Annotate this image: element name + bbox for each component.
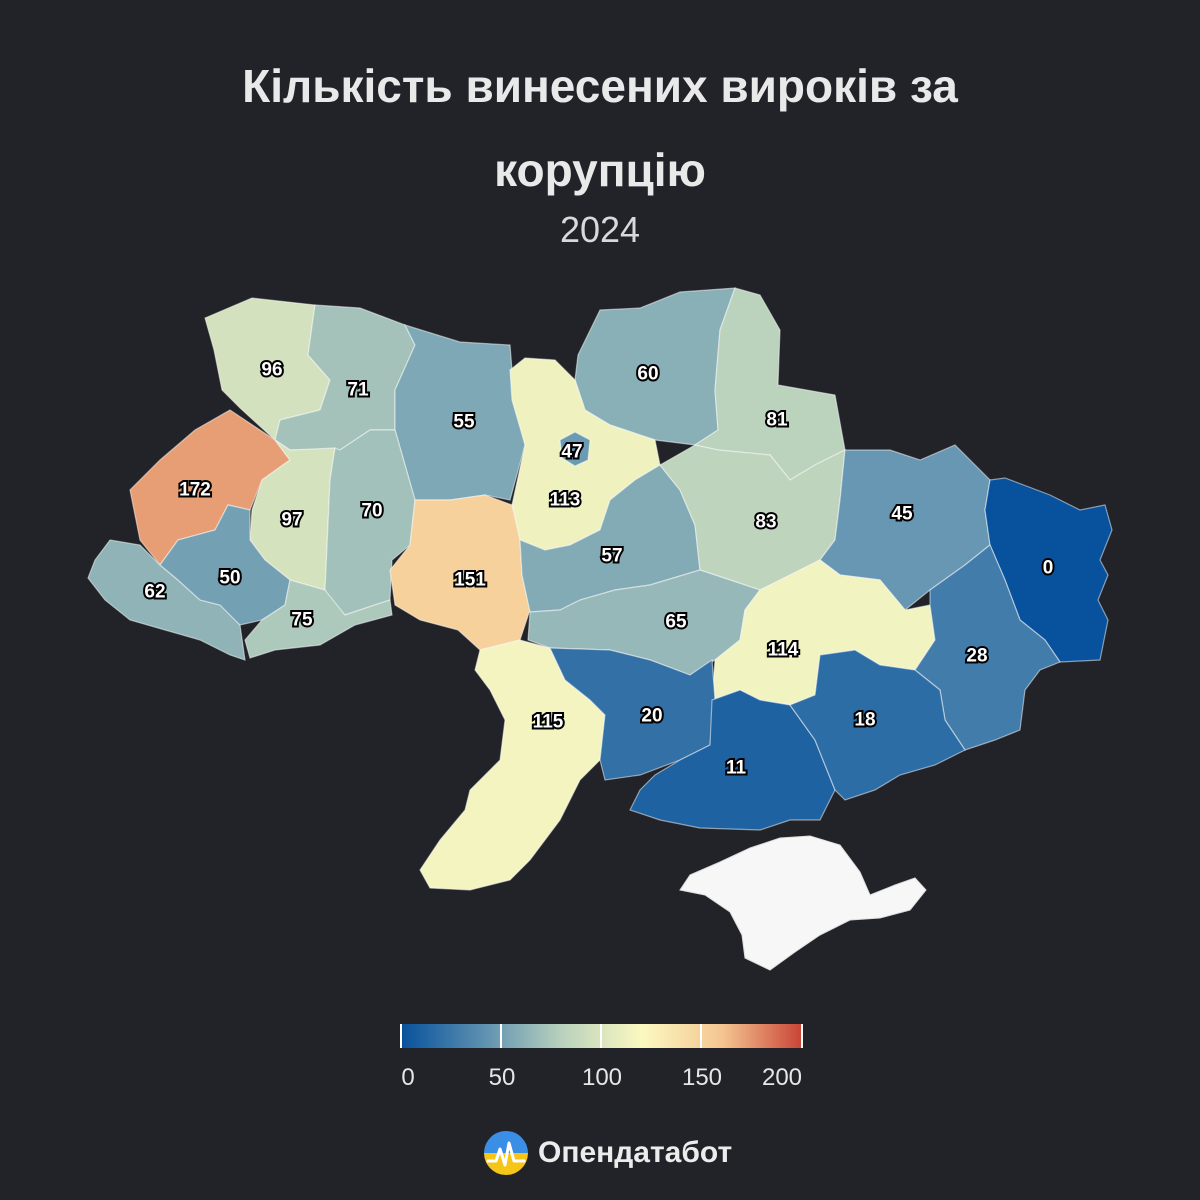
label-khmelnytskyi: 70 xyxy=(361,501,382,522)
legend-tick-0 xyxy=(400,1024,402,1048)
ukraine-map: 96 71 55 113 47 60 81 172 97 70 151 57 8… xyxy=(87,287,1113,971)
label-kharkiv: 45 xyxy=(891,504,913,525)
label-luhansk: 0 xyxy=(1043,558,1054,579)
label-donetsk: 28 xyxy=(966,646,987,667)
legend-label-0: 0 xyxy=(401,1064,415,1091)
label-vinnytsia: 151 xyxy=(454,570,486,591)
brand-name: Опендатабот xyxy=(538,1136,733,1169)
region-value-labels: 96 71 55 113 47 60 81 172 97 70 151 57 8… xyxy=(142,358,1055,781)
legend-label-150: 150 xyxy=(681,1064,723,1091)
legend-tick-200 xyxy=(801,1024,803,1048)
map-subtitle: 2024 xyxy=(559,209,641,250)
label-zhytomyr: 55 xyxy=(453,412,475,433)
legend-label-50: 50 xyxy=(488,1064,516,1091)
region-zaporizhzhia[interactable] xyxy=(789,649,966,801)
label-cherkasy: 57 xyxy=(601,546,622,567)
brand: Опендатабот xyxy=(484,1130,732,1176)
label-kyiv-oblast: 113 xyxy=(550,490,581,511)
legend-label-100: 100 xyxy=(581,1064,623,1091)
crimea-territory xyxy=(679,835,927,971)
label-chernihiv: 60 xyxy=(637,364,658,385)
region-chernivtsi[interactable] xyxy=(244,579,393,659)
legend-tick-50 xyxy=(500,1024,502,1048)
title-line-2: корупцію xyxy=(494,144,706,196)
label-odesa: 115 xyxy=(533,712,564,733)
title-line-1: Кількість винесених вироків за xyxy=(242,60,958,112)
opendatabot-logo-icon xyxy=(484,1131,528,1175)
color-scale-bar xyxy=(401,1024,803,1048)
label-poltava: 83 xyxy=(755,512,776,533)
legend-label-200: 200 xyxy=(761,1064,803,1091)
legend-tick-100 xyxy=(600,1024,602,1048)
label-lviv: 172 xyxy=(179,480,211,501)
label-chernivtsi: 75 xyxy=(291,610,313,631)
label-kherson: 11 xyxy=(726,758,747,779)
label-zakarpattia: 62 xyxy=(144,582,165,603)
map-title: Кількість винесених вироків за корупцію xyxy=(0,44,1200,212)
label-ternopil: 97 xyxy=(281,510,302,531)
label-mykolaiv: 20 xyxy=(641,706,662,727)
label-zaporizhzhia: 18 xyxy=(854,710,875,731)
label-kirovohrad: 65 xyxy=(665,612,687,633)
label-sumy: 81 xyxy=(766,410,788,431)
label-kyiv-city: 47 xyxy=(561,442,582,463)
region-kyiv-city[interactable] xyxy=(559,431,591,467)
legend-tick-150 xyxy=(700,1024,702,1048)
label-volyn: 96 xyxy=(261,360,282,381)
label-ivano-frankivsk: 50 xyxy=(219,568,240,589)
region-donetsk[interactable] xyxy=(914,544,1061,751)
region-kherson[interactable] xyxy=(629,689,836,831)
label-rivne: 71 xyxy=(347,380,369,401)
label-dnipropetrovsk: 114 xyxy=(768,640,799,661)
